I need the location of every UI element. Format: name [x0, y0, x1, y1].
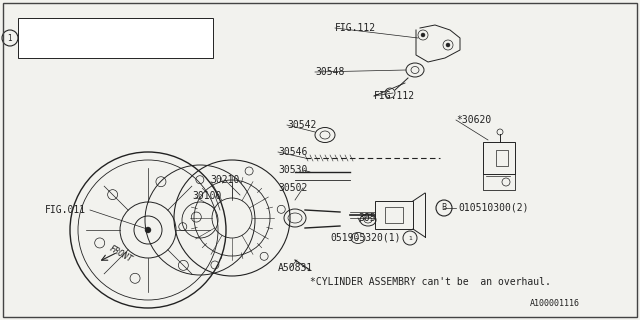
Text: *CYLINDER ASSEMBRY can't be  an overhaul.: *CYLINDER ASSEMBRY can't be an overhaul. [310, 277, 551, 287]
Text: FIG.112: FIG.112 [374, 91, 415, 101]
Text: (      -’06MY0602>: ( -’06MY0602> [55, 23, 147, 33]
Text: FIG.011: FIG.011 [45, 205, 86, 215]
Text: 30542: 30542 [287, 120, 316, 130]
Text: 1: 1 [8, 34, 12, 43]
Text: *30620: *30620 [456, 115, 492, 125]
Circle shape [145, 227, 151, 233]
Text: 30530: 30530 [278, 165, 307, 175]
Text: 051905320(1): 051905320(1) [330, 233, 401, 243]
Circle shape [421, 33, 425, 37]
Text: 30550: 30550 [20, 23, 43, 33]
Circle shape [446, 43, 450, 47]
Text: 30546: 30546 [278, 147, 307, 157]
Text: FRONT: FRONT [108, 244, 134, 264]
Text: -M/#87389: -M/#87389 [160, 23, 202, 33]
Text: A50831: A50831 [278, 263, 313, 273]
Text: 30548: 30548 [315, 67, 344, 77]
Text: B: B [442, 204, 447, 212]
Text: M/#87390-: M/#87390- [160, 44, 202, 52]
Text: 30502: 30502 [278, 183, 307, 193]
Bar [18, 18, 213, 58]
Bar [375, 201, 413, 229]
Text: 30532: 30532 [358, 213, 387, 223]
Text: 010510300(2): 010510300(2) [458, 203, 529, 213]
Bar [496, 150, 508, 166]
Bar [385, 207, 403, 223]
Text: <’06MY0602-     >: <’06MY0602- > [55, 44, 143, 52]
Text: 30100: 30100 [192, 191, 221, 201]
Text: 11021: 11021 [20, 44, 43, 52]
Text: FIG.112: FIG.112 [335, 23, 376, 33]
Bar [483, 142, 515, 174]
Text: 1: 1 [408, 236, 412, 241]
Text: A100001116: A100001116 [530, 300, 580, 308]
Text: 30210: 30210 [210, 175, 239, 185]
